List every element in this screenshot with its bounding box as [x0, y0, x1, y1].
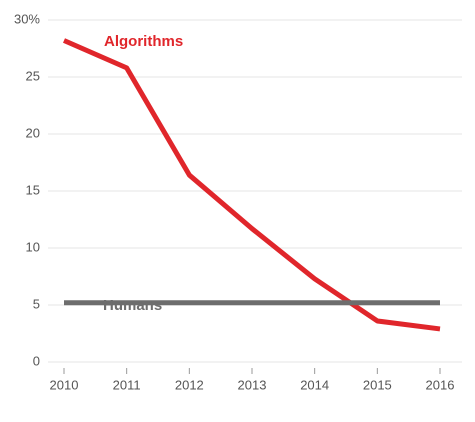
y-tick-label: 25 [26, 68, 40, 83]
y-tick-label: 0 [33, 353, 40, 368]
y-tick-label: 10 [26, 239, 40, 254]
series-label: Humans [103, 297, 162, 314]
x-tick-label: 2016 [426, 377, 455, 392]
series-label: Algorithms [104, 33, 183, 50]
x-tick-label: 2015 [363, 377, 392, 392]
y-tick-label: 15 [26, 182, 40, 197]
data-line [62, 38, 441, 332]
y-tick-label: 30% [14, 11, 40, 26]
x-tick-label: 2012 [175, 377, 204, 392]
y-tick-label: 20 [26, 125, 40, 140]
x-tick-label: 2010 [50, 377, 79, 392]
y-tick-label: 5 [33, 296, 40, 311]
x-tick-label: 2013 [238, 377, 267, 392]
x-tick-label: 2014 [300, 377, 329, 392]
x-tick-label: 2011 [113, 377, 141, 392]
